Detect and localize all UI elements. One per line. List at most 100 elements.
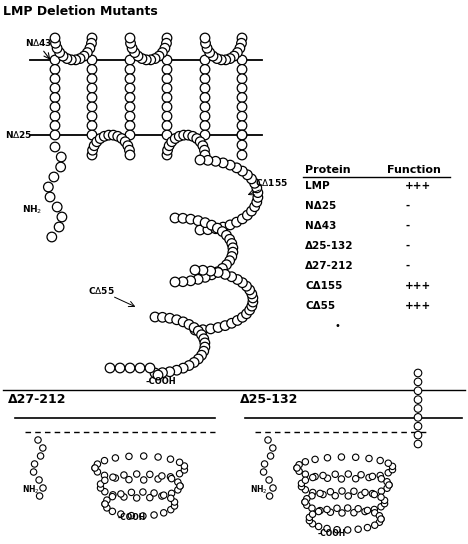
Circle shape [205,48,214,57]
Text: C$\Delta$55: C$\Delta$55 [88,285,115,295]
Circle shape [94,461,101,467]
Text: -: - [405,221,409,231]
Circle shape [121,472,127,478]
Text: CΔ155: CΔ155 [305,281,343,291]
Circle shape [37,493,43,499]
Circle shape [37,453,44,459]
Circle shape [309,521,316,527]
Circle shape [189,357,199,367]
Circle shape [167,474,174,480]
Circle shape [386,482,392,488]
Circle shape [158,368,167,378]
Text: -COOH: -COOH [118,514,146,522]
Circle shape [126,453,132,460]
Circle shape [110,474,116,480]
Circle shape [141,55,151,65]
Circle shape [162,83,172,93]
Circle shape [248,293,258,303]
Circle shape [50,83,60,93]
Circle shape [298,480,305,486]
Circle shape [237,65,247,74]
Circle shape [164,141,174,151]
Circle shape [222,231,231,240]
Circle shape [245,285,255,295]
Circle shape [100,132,109,141]
Circle shape [162,150,172,160]
Circle shape [327,489,334,495]
Circle shape [82,48,92,57]
Circle shape [237,121,247,131]
Circle shape [133,471,140,477]
Circle shape [212,267,222,277]
Circle shape [198,265,208,275]
Circle shape [71,55,80,65]
Circle shape [102,501,108,507]
Circle shape [200,55,210,65]
Circle shape [117,134,126,143]
Circle shape [197,350,206,360]
Circle shape [50,121,60,131]
Circle shape [344,527,351,533]
Circle shape [352,475,359,482]
Circle shape [245,305,255,315]
Circle shape [218,222,228,232]
Circle shape [179,131,189,140]
Circle shape [213,323,223,332]
Circle shape [352,454,359,460]
Circle shape [94,469,101,475]
Circle shape [200,74,210,84]
Circle shape [168,495,174,502]
Circle shape [227,252,237,261]
Text: NH$_2$: NH$_2$ [250,484,268,496]
Circle shape [238,166,247,176]
Circle shape [324,506,330,512]
Circle shape [227,239,237,248]
Circle shape [229,51,239,61]
Circle shape [324,526,330,531]
Text: Δ25-132: Δ25-132 [240,393,299,406]
Circle shape [378,504,384,510]
Circle shape [87,83,97,93]
Circle shape [317,508,323,514]
Circle shape [200,112,210,121]
Circle shape [414,413,422,421]
Circle shape [117,511,124,517]
Circle shape [414,378,422,386]
Circle shape [200,338,210,348]
Circle shape [195,155,205,165]
Circle shape [233,48,242,57]
Circle shape [232,218,241,227]
Circle shape [376,512,383,519]
Circle shape [49,172,58,182]
Circle shape [190,265,200,275]
Circle shape [193,354,203,364]
Circle shape [304,502,310,509]
Circle shape [121,494,127,500]
Text: -: - [405,241,409,251]
Circle shape [366,455,372,462]
Circle shape [109,131,118,140]
Circle shape [133,51,143,61]
Circle shape [369,473,376,480]
Circle shape [200,92,210,102]
Circle shape [112,475,118,481]
Circle shape [128,512,135,519]
Circle shape [247,301,256,311]
Circle shape [125,130,135,140]
Circle shape [50,112,60,121]
Circle shape [200,218,210,227]
Circle shape [211,157,220,166]
Circle shape [355,505,361,512]
Circle shape [35,437,41,443]
Circle shape [125,55,135,65]
Circle shape [177,483,183,489]
Circle shape [376,519,383,526]
Circle shape [202,44,212,53]
Circle shape [150,312,160,322]
Circle shape [125,363,135,373]
Circle shape [211,224,220,233]
Circle shape [183,131,193,140]
Circle shape [151,512,157,518]
Circle shape [40,445,46,451]
Circle shape [193,326,203,336]
